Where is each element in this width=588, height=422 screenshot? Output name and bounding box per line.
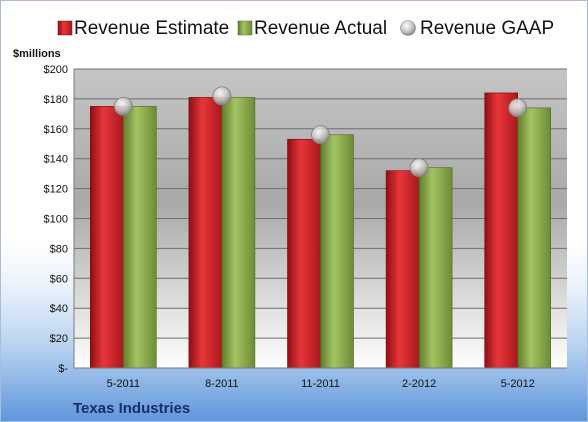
y-tick-labels: $- $20 $40 $60 $80 $100 $120 $140 $160 $180 $200 [44,64,69,375]
legend-swatch-gaap [400,20,416,36]
marker-revenue-gaap [212,86,232,106]
x-tick-labels: 5-2011 8-2011 11-2011 2-2012 5-2012 [107,378,535,390]
y-tick-label: $160 [44,124,68,136]
bar-revenue-estimate [385,170,420,369]
bar-revenue-actual [320,134,354,369]
y-tick-label: $120 [44,184,68,196]
legend-item-estimate: Revenue Estimate [57,18,229,39]
bar-revenue-actual [123,106,157,369]
bar-revenue-actual [517,107,552,369]
legend-swatch-actual [237,20,253,36]
company-name: Texas Industries [73,400,190,417]
y-axis-label: $millions [13,48,61,60]
legend-label-gaap: Revenue GAAP [420,18,554,39]
bar-revenue-actual [418,167,453,369]
y-tick-label: $20 [50,333,68,345]
legend-label-actual: Revenue Actual [254,18,387,39]
x-tick-label: 5-2011 [107,378,140,390]
x-tick-label: 2-2012 [402,378,436,390]
legend: Revenue Estimate Revenue Actual Revenue … [57,18,554,39]
bars [90,92,552,369]
bar-revenue-estimate [484,92,519,369]
y-tick-label: $40 [50,303,68,315]
marker-revenue-gaap [311,125,330,145]
marker-revenue-gaap [409,158,429,178]
y-tick-label: $100 [44,214,68,226]
bar-revenue-estimate [90,106,124,369]
y-tick-label: $- [58,363,68,375]
x-tick-label: 5-2012 [501,378,535,390]
y-tick-label: $200 [44,64,68,76]
legend-item-actual: Revenue Actual [237,18,387,39]
y-tick-label: $140 [44,154,68,166]
marker-revenue-gaap [508,98,528,118]
bar-revenue-estimate [287,138,321,369]
marker-revenue-gaap [113,96,133,116]
y-tick-label: $60 [50,273,68,285]
legend-item-gaap: Revenue GAAP [400,18,554,39]
bar-revenue-actual [221,97,256,369]
legend-label-estimate: Revenue Estimate [74,18,229,39]
gaap-markers [113,86,528,178]
legend-swatch-estimate [57,20,73,36]
y-tick-label: $180 [44,94,68,106]
y-tick-label: $80 [50,243,68,255]
x-tick-label: 11-2011 [301,378,340,390]
bar-revenue-estimate [188,97,223,369]
x-tick-label: 8-2011 [205,378,238,390]
